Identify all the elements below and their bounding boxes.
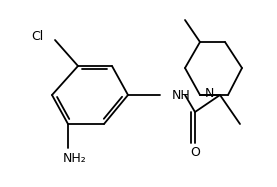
Text: Cl: Cl bbox=[32, 30, 44, 42]
Text: N: N bbox=[204, 87, 214, 99]
Text: NH₂: NH₂ bbox=[63, 151, 87, 165]
Text: O: O bbox=[190, 145, 200, 159]
Text: NH: NH bbox=[172, 88, 191, 102]
